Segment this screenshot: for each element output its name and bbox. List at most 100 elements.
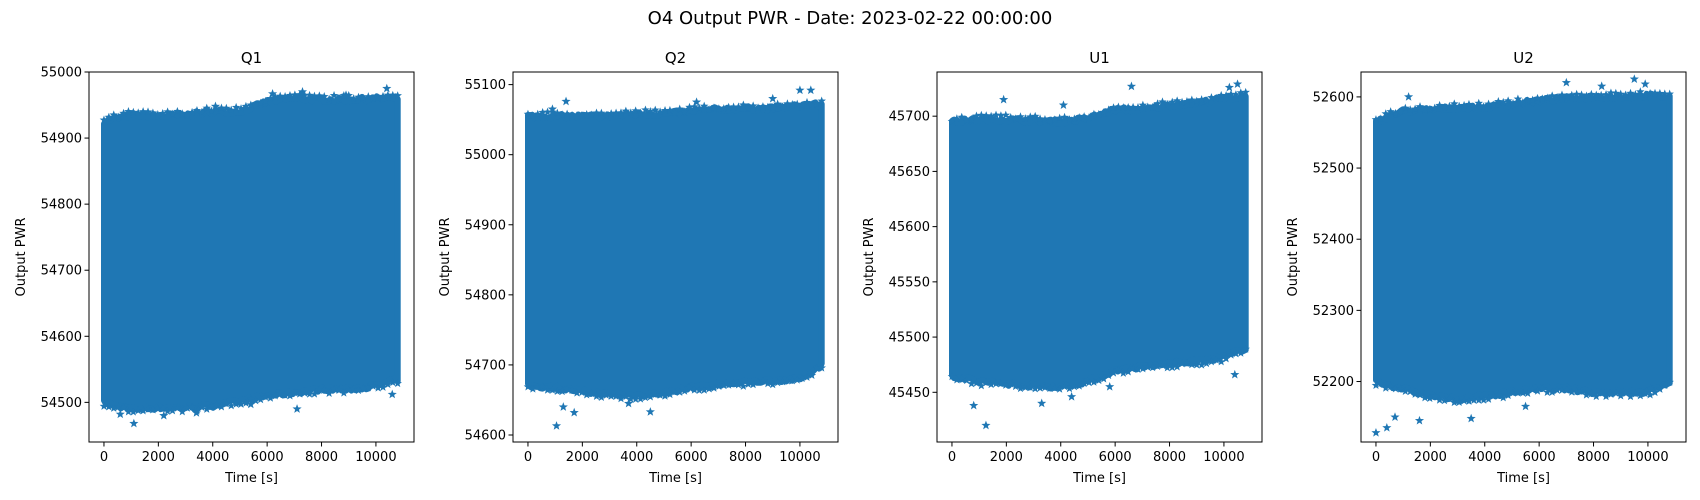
scatter-point [616,108,626,117]
y-tick-label: 54800 [465,288,506,303]
scatter-point [817,363,826,372]
scatter-point [567,385,577,394]
scatter-point [1503,390,1513,400]
y-axis-q1: 54500 54600 54700 54800 54900 55000 Output PWR [14,66,89,411]
scatter-point-outlier [558,402,568,411]
scatter-point [271,92,280,101]
scatter-point [572,111,582,120]
scatter-point [1035,114,1045,123]
scatter-point [1435,100,1444,110]
scatter-point [1177,97,1187,106]
scatter-point [153,109,163,119]
scatter-point [354,92,363,101]
scatter-point [783,376,792,385]
x-axis-label: Time [s] [648,471,702,486]
scatter-point [685,102,694,111]
axes-frame [88,71,415,443]
scatter-point [168,109,177,118]
scatter-point [729,378,738,388]
subplot-grid: Q1 0 2000 4000 6000 8000 10000 Time [s] 54500 546… [14,49,1687,486]
scatter-point [1143,102,1153,111]
scatter-point [178,109,187,118]
scatter-point [383,90,393,99]
scatter-point [631,394,640,403]
y-axis-label: Output PWR [862,217,877,296]
scatter-series-q1 [99,83,402,428]
scatter-point [246,100,256,109]
scatter-point [1221,91,1231,100]
scatter-point [1660,89,1670,98]
x-tick-label: 10000 [355,450,396,465]
scatter-point [1405,387,1415,396]
scatter-point [743,103,753,112]
scatter-point [788,376,797,385]
scatter-point [991,379,1001,388]
scatter-point [1430,103,1439,112]
scatter-point [1650,387,1660,397]
scatter-point [251,101,260,110]
scatter-point-outlier [645,407,655,416]
scatter-point [285,391,295,400]
scatter-point [222,399,231,408]
scatter-point [138,406,148,415]
scatter-point [986,111,996,120]
y-tick-label: 54700 [41,264,82,279]
scatter-point [577,111,587,120]
scatter-point [719,104,729,113]
scatter-point [280,91,290,101]
scatter-point [533,109,543,118]
scatter-point [119,403,128,412]
scatter-point [1001,110,1011,119]
scatter-point [621,106,631,115]
scatter-point [1001,380,1011,389]
scatter-point [295,90,305,99]
scatter-point [393,379,402,388]
scatter-point [986,380,996,389]
scatter-point [1371,380,1381,389]
scatter-point-outlier [1414,415,1425,425]
scatter-point [1148,363,1157,372]
scatter-point [1513,94,1523,103]
scatter-point [1601,391,1611,401]
scatter-point [641,393,650,402]
scatter-point [378,382,388,391]
scatter-point-outlier [115,409,125,419]
x-tick-label: 8000 [729,450,762,465]
scatter-point [1562,93,1572,102]
scatter-point [1371,115,1381,124]
scatter-point [329,91,339,100]
scatter-point [1138,364,1148,373]
scatter-point [324,94,334,103]
scatter-point [582,110,591,119]
scatter-point [1533,386,1542,395]
y-tick-label: 55000 [465,148,506,163]
scatter-point [523,109,533,118]
scatter-point [266,94,275,103]
y-tick-label: 45550 [889,275,930,290]
y-tick-label: 45500 [889,331,930,346]
scatter-point [587,389,596,398]
scatter-point [256,98,265,107]
scatter-point [996,111,1006,120]
scatter-point [1231,349,1241,358]
scatter-point [528,111,538,120]
y-tick-label: 55100 [465,78,506,93]
scatter-point [1226,89,1236,98]
scatter-density-band [949,92,1249,392]
scatter-point [99,115,109,124]
scatter-point [802,97,812,107]
scatter-point [1606,88,1616,97]
scatter-point [1405,105,1415,114]
scatter-point [1645,89,1655,98]
scatter-point-outlier [692,97,702,107]
scatter-point [124,107,133,116]
scatter-point [597,108,606,117]
subplot-q1: Q1 0 2000 4000 6000 8000 10000 Time [s] 54500 546… [14,49,415,486]
scatter-point [1459,100,1469,110]
scatter-point [724,102,733,111]
scatter-point [788,99,797,109]
scatter-point [1119,103,1128,112]
scatter-point [1601,90,1611,99]
y-axis-label: Output PWR [14,217,29,296]
